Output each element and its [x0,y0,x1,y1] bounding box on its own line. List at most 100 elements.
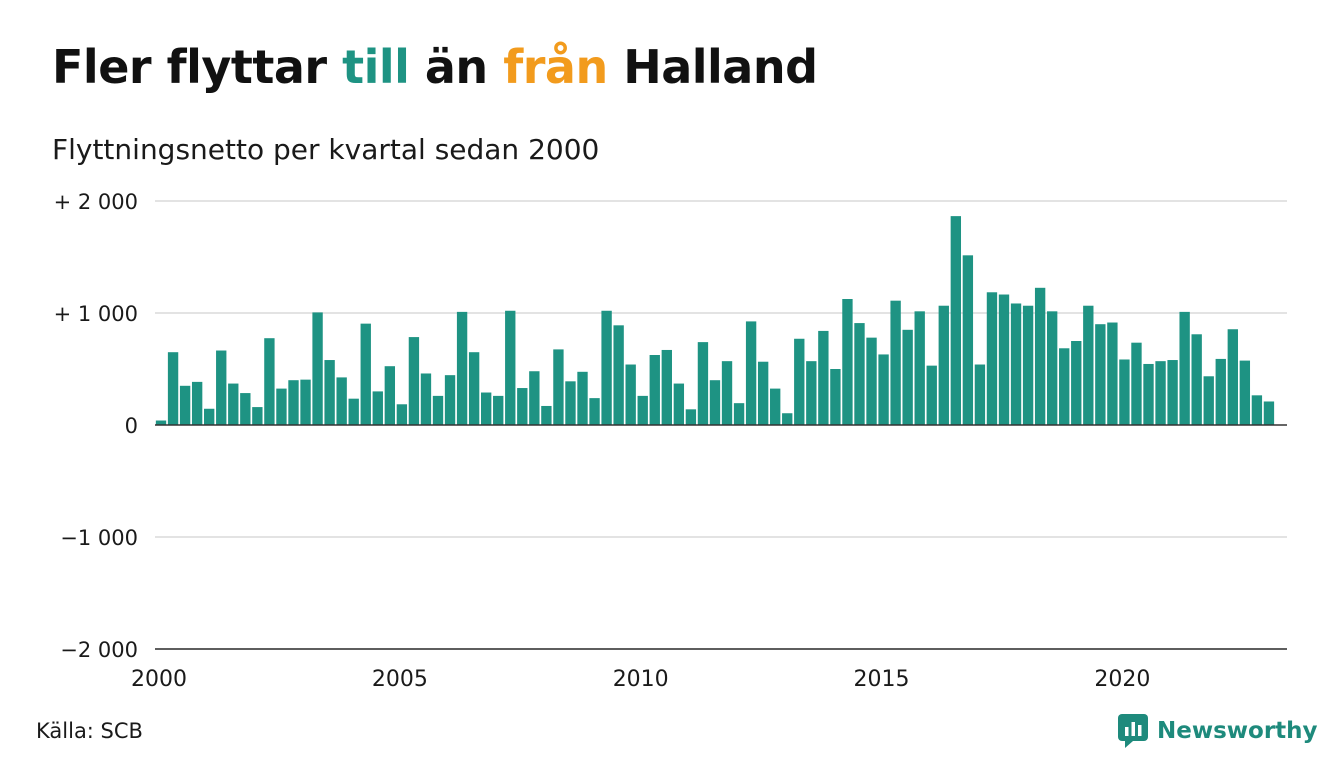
bar [1059,348,1070,425]
bar [167,352,179,425]
newsworthy-logo-icon [1118,714,1148,748]
chart-subtitle: Flyttningsnetto per kvartal sedan 2000 [52,133,600,166]
source-note: Källa: SCB [36,719,143,743]
bar [745,321,757,425]
bar [697,342,709,425]
bar [661,349,672,425]
bar [974,364,986,425]
bar [914,311,925,425]
bar [757,361,769,425]
bar [348,398,359,425]
bar [1095,324,1106,425]
bar [649,355,660,425]
bar [1215,358,1226,425]
bar [1071,341,1082,425]
bar [360,323,371,425]
newsworthy-brand: Newsworthy [1118,714,1318,748]
bar [998,294,1010,425]
bar [456,311,468,425]
bar [890,300,901,425]
bar [396,404,408,425]
bar [432,395,444,425]
bar [252,407,263,425]
bar [276,388,287,425]
bar [1131,342,1142,425]
bar [1239,360,1251,425]
bar [1263,401,1275,425]
bar [179,385,191,425]
bar [300,379,311,425]
bar [794,338,805,425]
bar [228,383,239,425]
bar [1143,363,1154,425]
bar [541,405,552,425]
bar [312,312,323,425]
bar [878,354,889,425]
x-tick-label: 2020 [1094,667,1150,690]
bar [264,338,275,425]
bar [830,369,841,425]
bar [685,409,697,425]
bar [1022,305,1034,425]
bar [709,380,721,425]
bar [493,395,504,425]
title-fran: från [503,40,608,94]
x-tick-label: 2005 [372,667,428,690]
bar [480,392,492,425]
y-tick-label: + 2 000 [54,190,138,214]
bar [1107,322,1118,425]
bar [324,360,335,425]
bar [613,325,624,425]
bar [204,408,215,425]
bar [733,403,745,425]
bar [1046,311,1058,425]
bar [1227,329,1238,425]
bar [962,255,974,425]
bar [155,420,167,425]
bar [938,305,949,425]
bar [191,381,203,425]
bar [1167,360,1178,425]
bar [1083,305,1094,425]
bar [444,375,456,425]
bar [842,299,853,425]
bar [770,388,781,425]
x-tick-label: 2000 [131,667,187,690]
y-tick-label: 0 [125,414,138,438]
bar [240,393,251,425]
bar [336,377,347,425]
bar [902,329,913,425]
x-tick-label: 2015 [854,667,910,690]
bar-chart: + 2 000 + 1 000 0 −1 000 −2 000 2000 2005 2010… [54,190,1287,690]
bar [529,371,540,425]
bar [1155,361,1166,425]
bar [589,398,600,425]
bar [420,373,432,425]
bar [553,349,564,425]
bar [517,388,528,425]
bar [625,364,636,425]
bar [601,310,612,425]
x-axis-labels: 2000 2005 2010 2015 2020 [131,667,1150,690]
bar [721,361,733,425]
bar [1251,395,1263,425]
bar [1203,376,1214,425]
bar [468,352,480,425]
bar [673,383,685,425]
bar [866,337,877,425]
title-till: till [342,40,410,94]
bar [372,391,383,425]
title-part-5: Halland [607,40,818,94]
x-tick-label: 2010 [613,667,669,690]
title-part-1: Fler flyttar [52,40,343,94]
bar [216,350,227,425]
y-tick-label: −2 000 [60,638,138,662]
bars [155,216,1275,425]
bar [1191,334,1202,425]
bar [408,337,420,425]
bar [384,366,396,425]
y-tick-label: + 1 000 [54,302,138,326]
bar [926,365,937,425]
bar [818,330,829,425]
bar [782,413,793,425]
